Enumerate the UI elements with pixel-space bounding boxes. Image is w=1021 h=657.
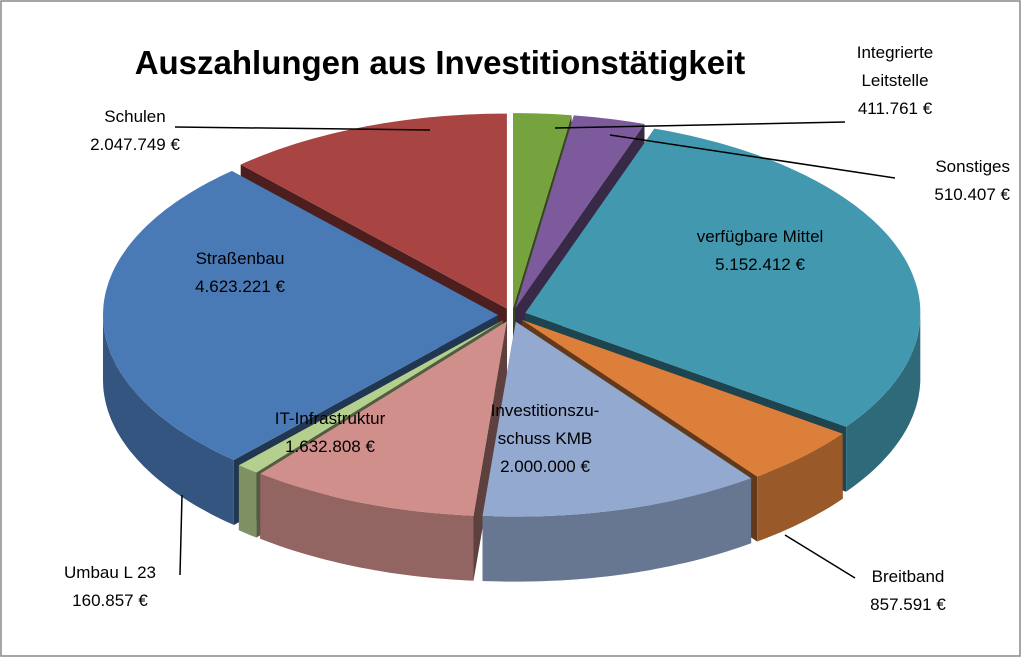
slice-wall — [260, 473, 474, 581]
slice-wall — [482, 478, 752, 582]
value-label: 510.407 € — [934, 185, 1010, 204]
slice-top — [260, 321, 507, 516]
value-label: 1.632.808 € — [285, 437, 375, 456]
slice-label: Integrierte Leitstelle — [857, 43, 934, 90]
slice-top — [513, 113, 572, 309]
slice — [260, 321, 507, 581]
value-label: 2.047.749 € — [90, 135, 180, 154]
slice-label: Sonstiges — [935, 157, 1010, 176]
slice-top — [238, 320, 503, 473]
slice-label: Umbau L 23 — [64, 563, 156, 582]
value-label: 2.000.000 € — [500, 457, 590, 476]
slice-wall — [238, 465, 257, 538]
slice-top — [103, 171, 498, 460]
slice-top — [515, 115, 645, 309]
slice-label: Straßenbau — [196, 249, 285, 268]
leader-line — [784, 534, 856, 579]
leader-line — [609, 134, 896, 179]
slice-label: Schulen — [104, 107, 165, 126]
slice-top — [482, 321, 752, 517]
slice-label: Investitionszu-schuss KMB — [491, 401, 600, 448]
slice-top — [240, 113, 507, 309]
chart-title: Auszahlungen aus Investitionstätigkeit — [135, 44, 746, 81]
value-label: 411.761 € — [858, 99, 933, 118]
slice — [482, 321, 752, 582]
slice-label: Breitband — [872, 567, 945, 586]
value-label: 857.591 € — [870, 595, 946, 614]
value-label: 4.623.221 € — [195, 277, 285, 296]
leader-line — [554, 121, 846, 129]
leader-line — [174, 126, 431, 131]
slice-top — [522, 319, 843, 477]
slice-wall — [846, 312, 921, 492]
value-label: 5.152.412 € — [715, 255, 805, 274]
slice-top — [525, 128, 921, 427]
slice-label: verfügbare Mittel — [697, 227, 824, 246]
value-label: 160.857 € — [72, 591, 148, 610]
slice-wall — [757, 433, 843, 542]
slice-label: IT-Infrastruktur — [275, 409, 386, 428]
slice-wall — [103, 315, 234, 525]
leader-line — [179, 494, 183, 576]
